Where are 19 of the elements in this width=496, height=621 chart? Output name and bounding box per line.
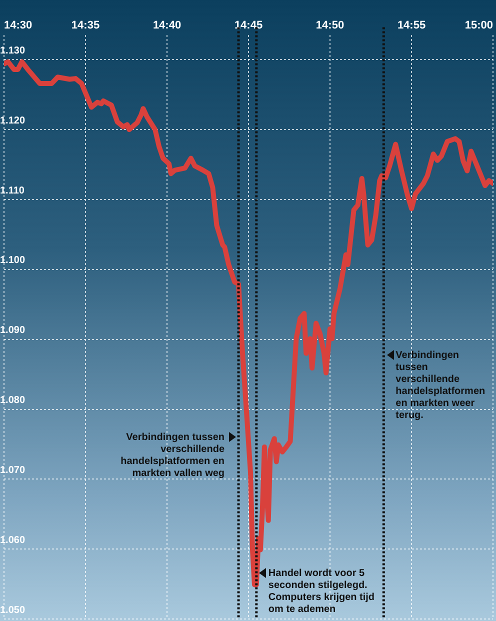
- x-tick-label: 14:55: [397, 20, 426, 32]
- ref-line-label: Verbindingen tussen verschillende handelsplatformen en markten weer terug.: [396, 350, 486, 421]
- x-tick-label: 15:00: [464, 20, 493, 32]
- ref-line-label: Handel wordt voor 5 seconden stilgelegd. Computers krijgen tijd om te ademen: [268, 568, 375, 615]
- y-tick-label: 1.050: [0, 604, 26, 616]
- y-tick-label: 1.100: [0, 255, 26, 266]
- x-tick-label: 14:35: [71, 20, 100, 32]
- ref-line-label: Verbindingen tussen verschillende handelsplatformen en markten vallen weg: [120, 432, 225, 479]
- x-tick-label: 14:30: [4, 20, 32, 32]
- y-tick-label: 1.110: [0, 185, 25, 196]
- y-tick-label: 1.060: [0, 534, 26, 546]
- y-tick-label: 1.120: [0, 115, 26, 126]
- y-tick-label: 1.070: [0, 464, 26, 476]
- x-tick-label: 14:50: [316, 20, 344, 32]
- y-tick-label: 1.130: [0, 45, 26, 56]
- y-tick-label: 1.080: [0, 395, 26, 406]
- y-tick-label: 1.090: [0, 325, 26, 336]
- x-tick-label: 14:40: [152, 20, 182, 32]
- x-tick-label: 14:45: [234, 20, 263, 32]
